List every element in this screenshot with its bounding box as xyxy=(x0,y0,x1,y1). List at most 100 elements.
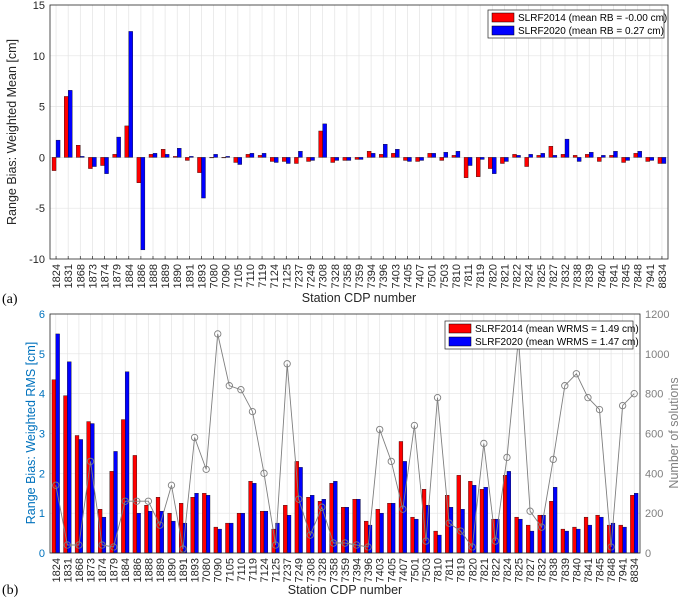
a-bar-slrf2020-7359 xyxy=(358,157,364,160)
b-xtick-label-7407: 7407 xyxy=(398,558,410,582)
a-bar-slrf2014-1831 xyxy=(64,96,69,158)
panel-b-ylabel-right: Number of solutions xyxy=(667,377,681,488)
b-bar-slrf2014-7090 xyxy=(213,526,218,554)
a-xtick-label-1874: 1874 xyxy=(100,264,112,288)
b-bar-slrf2014-1824 xyxy=(51,379,56,554)
a-bar-slrf2020-1884 xyxy=(128,31,133,158)
panel-b-ylabel: Range Bias: Weighted RMS [cm] xyxy=(24,342,38,524)
a-xtick-label-7090: 7090 xyxy=(221,264,233,288)
a-xtick-label-1831: 1831 xyxy=(63,264,75,288)
a-xtick-label-7394: 7394 xyxy=(366,264,378,288)
a-bar-slrf2014-7396 xyxy=(379,154,384,158)
a-bar-slrf2020-7358 xyxy=(346,157,352,161)
a-bar-slrf2020-7811 xyxy=(467,157,473,166)
b-bar-slrf2020-7841 xyxy=(587,524,592,554)
a-bar-slrf2014-7839 xyxy=(585,154,590,158)
b-xtick-label-7827: 7827 xyxy=(525,558,537,582)
a-xtick-label-7328: 7328 xyxy=(330,264,342,288)
b-solutions-point-7358 xyxy=(329,539,338,547)
b-xtick-label-7125: 7125 xyxy=(271,558,283,582)
a-bar-slrf2020-7405 xyxy=(407,157,412,162)
b-bar-slrf2020-7811 xyxy=(448,507,454,554)
a-bar-slrf2020-7249 xyxy=(310,157,315,161)
b-solutions-polyline xyxy=(55,333,635,550)
a-bar-slrf2014-7124 xyxy=(270,157,275,162)
a-xtick-label-7503: 7503 xyxy=(439,264,451,288)
b-solutions-point-7237 xyxy=(283,360,291,368)
b-bar-slrf2014-7403 xyxy=(375,509,380,554)
b-ytick-right-label-600: 600 xyxy=(645,429,663,441)
b-bar-slrf2020-7080 xyxy=(206,495,211,554)
b-solutions-point-7105 xyxy=(225,382,233,390)
b-xtick-label-7328: 7328 xyxy=(317,558,329,582)
b-xtick-label-7848: 7848 xyxy=(606,558,618,582)
b-xtick-label-7308: 7308 xyxy=(305,558,317,582)
panel-a-x-ticks: 1824 1831 1868 1873 1874 1879 1884 1886 1888 1889… xyxy=(51,256,669,288)
a-bar-slrf2020-7821 xyxy=(504,157,509,162)
a-xtick-label-7810: 7810 xyxy=(451,264,463,288)
b-ytick-right-label-1000: 1000 xyxy=(645,349,669,361)
a-bar-slrf2020-7941 xyxy=(649,157,654,161)
b-bar-slrf2014-7119 xyxy=(248,481,253,554)
a-bar-slrf2014-1893 xyxy=(197,157,202,173)
a-ytick-label-5: 5 xyxy=(39,102,45,114)
a-xtick-label-1888: 1888 xyxy=(148,264,160,288)
b-bar-slrf2020-7110 xyxy=(240,512,245,554)
b-bar-slrf2020-7237 xyxy=(286,514,292,554)
a-bar-slrf2020-1831 xyxy=(68,90,73,158)
panel-b-legend-label-slrf2020: SLRF2020 (mean WRMS = 1.47 cm) xyxy=(475,337,639,348)
b-xtick-label-1889: 1889 xyxy=(155,558,167,582)
b-bar-slrf2020-7832 xyxy=(541,514,546,554)
panel-b-xlabel: Station CDP number xyxy=(288,583,402,597)
a-bar-slrf2014-7119 xyxy=(257,155,263,158)
b-solutions-point-1886 xyxy=(133,497,141,505)
a-bar-slrf2020-7396 xyxy=(383,144,388,158)
a-bar-slrf2014-7328 xyxy=(330,157,335,163)
a-xtick-label-7824: 7824 xyxy=(524,264,536,288)
b-bar-slrf2020-1884 xyxy=(125,371,130,554)
b-xtick-label-7824: 7824 xyxy=(502,558,514,582)
a-bar-slrf2020-7838 xyxy=(576,157,582,162)
a-xtick-label-1824: 1824 xyxy=(51,264,63,288)
b-ytick-right-label-400: 400 xyxy=(645,468,663,480)
a-bar-slrf2014-8834 xyxy=(657,157,663,164)
a-bar-slrf2020-7825 xyxy=(540,153,545,158)
b-bar-slrf2020-7825 xyxy=(518,518,523,554)
a-bar-slrf2020-7125 xyxy=(286,157,291,164)
a-bar-slrf2020-8834 xyxy=(661,157,667,164)
b-solutions-point-7110 xyxy=(237,386,245,394)
b-xtick-label-7237: 7237 xyxy=(282,558,294,582)
b-solutions-point-7119 xyxy=(248,407,257,416)
b-solutions-point-7308 xyxy=(306,531,314,539)
a-bar-slrf2020-7237 xyxy=(298,151,303,158)
a-bar-slrf2014-7080 xyxy=(209,157,214,159)
a-xtick-label-7811: 7811 xyxy=(463,264,475,288)
a-xtick-label-7501: 7501 xyxy=(427,264,439,288)
b-ytick-right-label-800: 800 xyxy=(645,389,663,401)
a-xtick-label-7105: 7105 xyxy=(233,264,245,288)
b-solutions-point-1831 xyxy=(63,541,72,549)
b-solutions-point-7832 xyxy=(538,523,546,531)
a-bar-slrf2020-7124 xyxy=(274,157,279,163)
a-bar-slrf2020-7822 xyxy=(516,155,521,158)
b-xtick-label-1884: 1884 xyxy=(120,558,132,582)
a-bar-slrf2020-7819 xyxy=(480,157,485,160)
b-xtick-label-7501: 7501 xyxy=(409,558,421,582)
b-ytick-label-5: 5 xyxy=(39,349,45,361)
b-solutions-point-7821 xyxy=(480,439,488,448)
b-xtick-label-7503: 7503 xyxy=(421,558,433,582)
a-bar-slrf2014-7407 xyxy=(415,157,420,162)
b-bar-slrf2020-1890 xyxy=(171,520,176,554)
a-ytick-label--5: -5 xyxy=(35,203,45,215)
a-bar-slrf2014-1889 xyxy=(160,149,166,158)
a-xtick-label-7825: 7825 xyxy=(536,264,548,288)
a-bar-slrf2014-7941 xyxy=(645,157,650,162)
b-solutions-point-1888 xyxy=(144,497,152,505)
b-xtick-label-7832: 7832 xyxy=(537,558,549,582)
b-solutions-point-7941 xyxy=(618,401,627,410)
a-xtick-label-7249: 7249 xyxy=(306,264,318,288)
a-xtick-label-7403: 7403 xyxy=(390,264,402,288)
b-solutions-point-1893 xyxy=(190,433,199,442)
b-xtick-label-7403: 7403 xyxy=(375,558,387,582)
b-solutions-point-7501 xyxy=(410,421,419,430)
